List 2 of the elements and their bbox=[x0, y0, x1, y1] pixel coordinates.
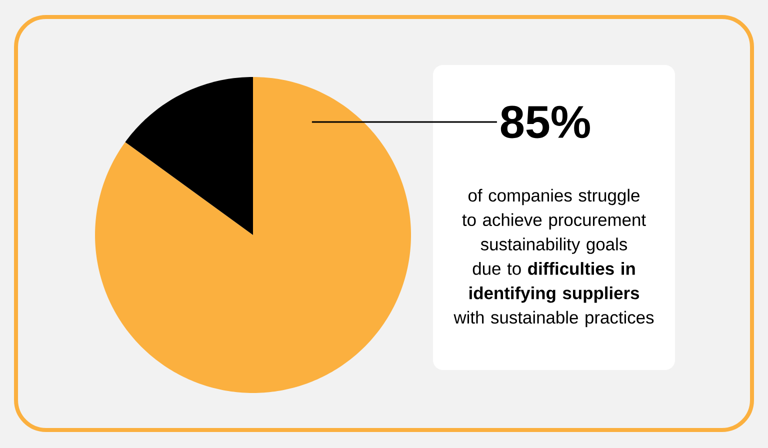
data-label: 85% bbox=[500, 106, 590, 138]
text: of companies struggle to achieve procurement sustainability goals due to difficulties in identifying suppliers with sustainable practices bbox=[454, 188, 654, 328]
